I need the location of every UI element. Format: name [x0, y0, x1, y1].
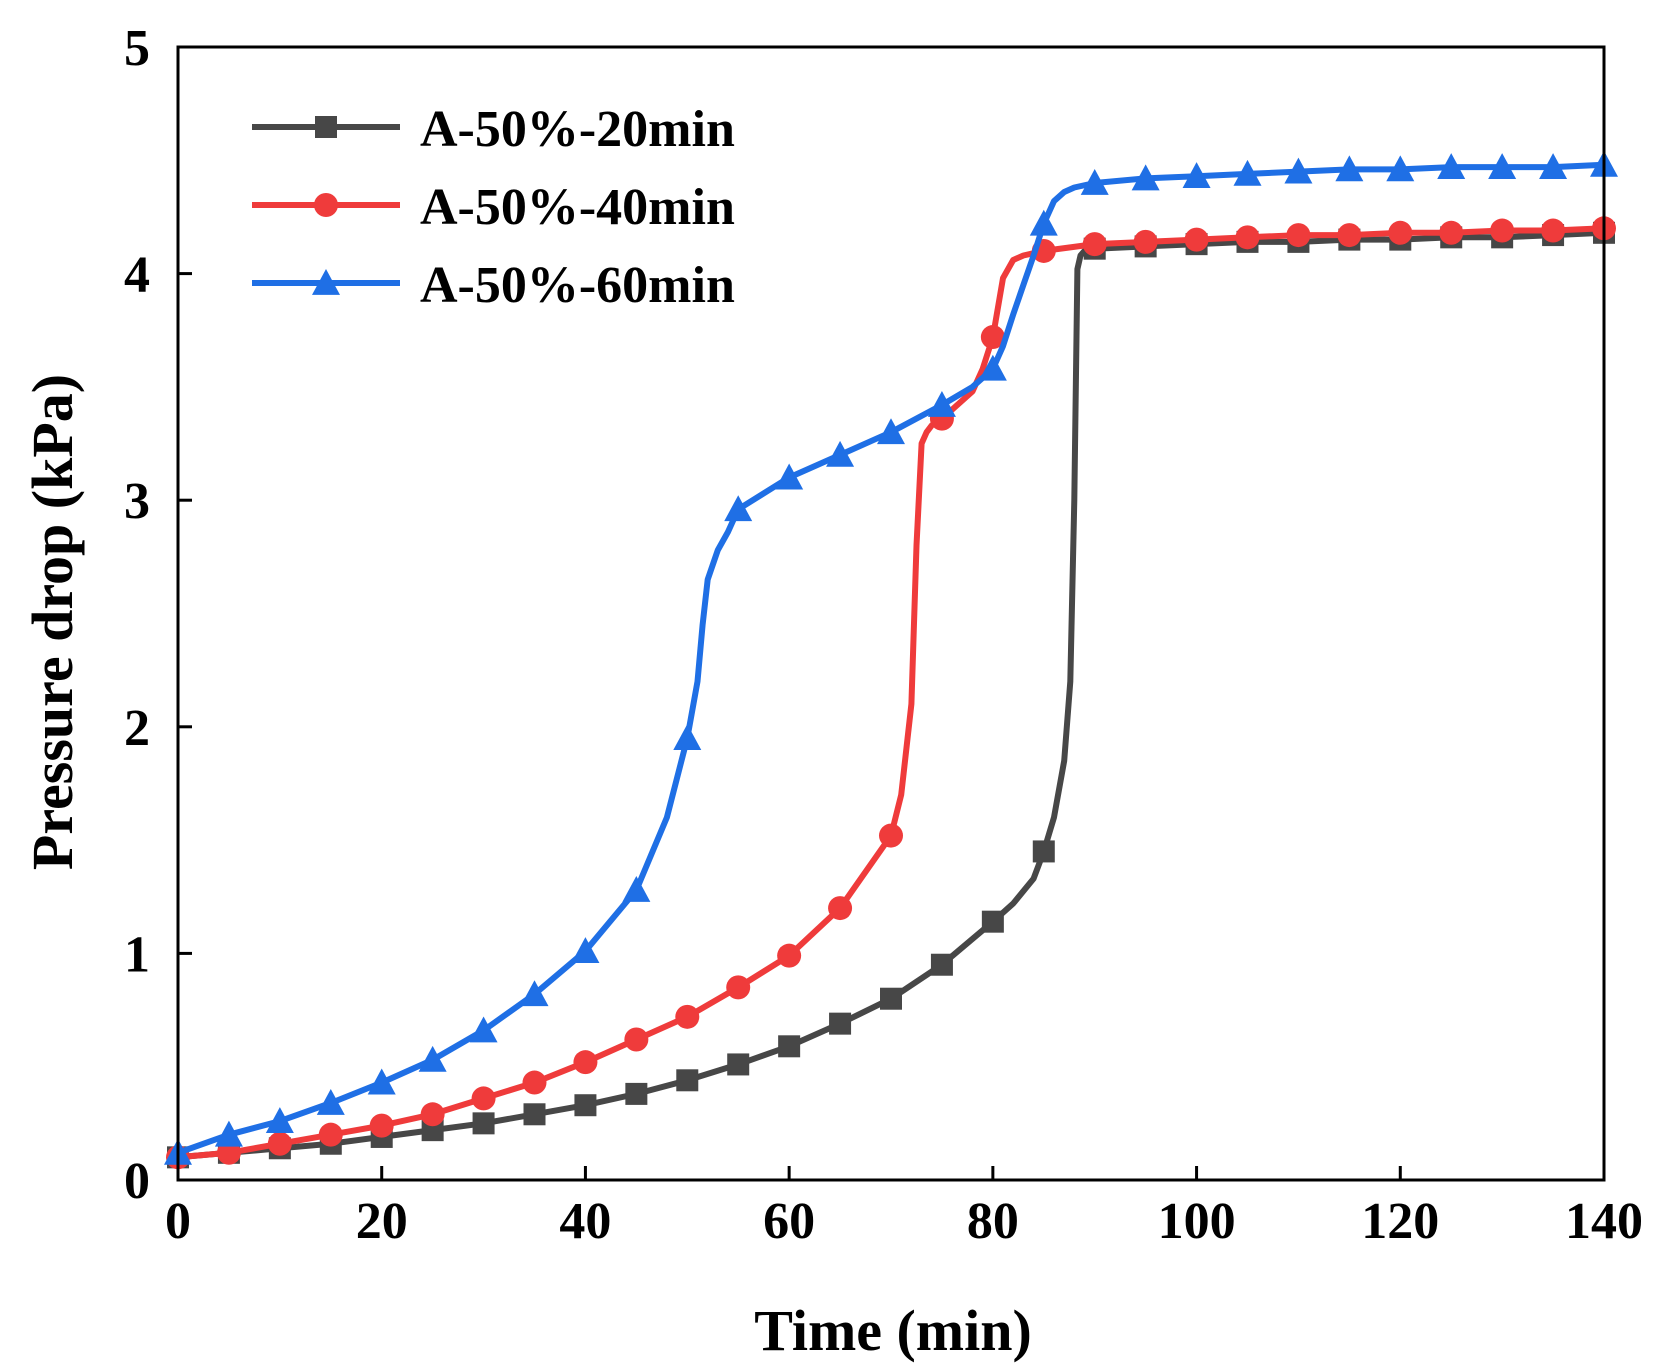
data-point [927, 391, 956, 417]
data-point [675, 1004, 700, 1029]
data-point [1539, 153, 1568, 179]
plot-frame [176, 45, 1606, 1182]
data-point [624, 1027, 649, 1052]
data-point [1131, 164, 1160, 191]
data-point [1284, 157, 1313, 184]
x-tick-label: 60 [763, 1193, 815, 1250]
data-point [418, 1045, 447, 1072]
data-point [1439, 220, 1464, 245]
data-point [1490, 218, 1515, 243]
data-point [523, 1103, 546, 1126]
data-point [1029, 209, 1058, 236]
data-point [1337, 223, 1362, 248]
data-point [574, 1094, 597, 1117]
data-point [214, 1120, 243, 1147]
data-point [318, 1122, 343, 1147]
data-point [778, 1035, 801, 1058]
data-point [829, 1012, 852, 1035]
data-point [522, 1070, 547, 1095]
ticks-layer: 0 20 40 60 80 100 120 140 0 1 2 3 4 5 [124, 20, 1643, 1250]
data-point [571, 937, 600, 964]
data-point [673, 724, 702, 751]
series-A-50%-60min [164, 150, 1618, 1165]
data-point [727, 1053, 750, 1076]
legend-label: A-50%-20min [420, 101, 735, 158]
data-point [1080, 168, 1109, 195]
legend-label: A-50%-40min [420, 179, 735, 236]
data-point [1386, 155, 1415, 182]
data-point [369, 1113, 394, 1138]
data-point [1182, 162, 1211, 189]
data-point [981, 910, 1004, 933]
data-point [726, 975, 751, 1000]
data-point [980, 325, 1005, 350]
legend-swatch-marker [312, 269, 340, 295]
data-point [622, 875, 651, 902]
data-point [471, 1086, 496, 1111]
y-tick-label: 0 [124, 1153, 150, 1210]
y-tick-label: 5 [124, 20, 150, 77]
y-tick-label: 1 [124, 926, 150, 983]
data-point [1437, 153, 1466, 179]
data-point [469, 1016, 498, 1043]
data-point [625, 1082, 648, 1105]
series-layer [164, 150, 1618, 1170]
data-point [879, 823, 903, 848]
legend-item: A-50%-40min [252, 179, 735, 236]
data-point [724, 495, 753, 522]
data-point [826, 440, 855, 467]
data-point [216, 1140, 241, 1165]
data-point [520, 980, 549, 1007]
data-point [1388, 220, 1413, 245]
y-axis-title: Pressure drop (kPa) [20, 374, 85, 870]
data-point [1133, 229, 1158, 254]
data-point [1335, 155, 1364, 182]
x-tick-label: 40 [559, 1193, 611, 1250]
data-point [1286, 223, 1311, 248]
y-tick-label: 2 [124, 700, 150, 757]
data-point [1233, 159, 1262, 186]
x-tick-label: 100 [1158, 1193, 1236, 1250]
data-point [1235, 225, 1260, 250]
x-tick-label: 0 [165, 1193, 191, 1250]
legend-label: A-50%-60min [420, 257, 735, 314]
legend-item: A-50%-20min [252, 101, 735, 158]
y-tick-label: 3 [124, 473, 150, 530]
data-point [1184, 227, 1209, 252]
data-point [828, 896, 853, 921]
data-point [367, 1068, 396, 1095]
data-point [877, 418, 905, 445]
data-point [1082, 232, 1107, 257]
data-point [676, 1069, 699, 1092]
data-point [777, 943, 802, 968]
data-point [573, 1050, 598, 1075]
legend-item: A-50%-60min [252, 257, 735, 314]
legend-swatch-marker [314, 193, 338, 217]
x-tick-label: 80 [967, 1193, 1019, 1250]
data-point [472, 1112, 495, 1135]
data-point [267, 1131, 292, 1156]
x-tick-label: 120 [1361, 1193, 1439, 1250]
legend: A-50%-20min A-50%-40min A-50%-60min [252, 101, 735, 314]
x-tick-label: 20 [356, 1193, 408, 1250]
data-point [420, 1102, 445, 1127]
x-axis-title: Time (min) [754, 1298, 1032, 1363]
legend-swatch-marker [315, 116, 337, 138]
data-point [316, 1088, 345, 1115]
data-point [880, 987, 902, 1010]
data-point [1488, 153, 1517, 179]
x-tick-label: 140 [1565, 1193, 1643, 1250]
data-point [1541, 218, 1566, 243]
data-point [930, 953, 953, 976]
data-point [265, 1107, 294, 1133]
data-point [1032, 840, 1055, 863]
data-point [978, 354, 1007, 381]
data-point [775, 463, 804, 490]
y-tick-label: 4 [124, 247, 150, 304]
